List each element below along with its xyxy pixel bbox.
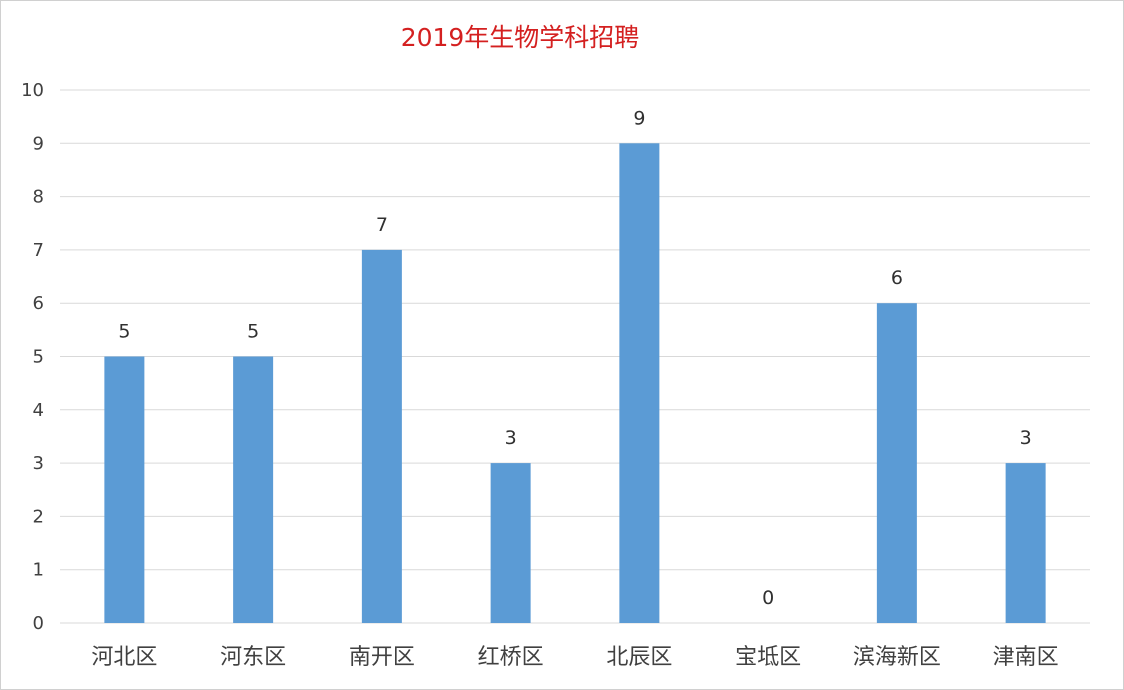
data-label: 3 — [1020, 427, 1032, 449]
x-tick-label: 红桥区 — [478, 645, 544, 670]
y-tick-label: 1 — [33, 560, 44, 581]
x-tick-label: 南开区 — [349, 645, 415, 670]
x-tick-label: 河东区 — [220, 645, 286, 670]
data-label: 3 — [505, 427, 517, 449]
y-tick-label: 3 — [33, 453, 44, 474]
x-tick-label: 北辰区 — [606, 645, 672, 670]
y-tick-label: 4 — [33, 400, 44, 421]
x-tick-label: 滨海新区 — [853, 645, 941, 670]
y-tick-label: 8 — [33, 187, 44, 208]
y-tick-label: 10 — [21, 80, 44, 101]
x-tick-label: 宝坻区 — [735, 645, 801, 670]
data-label: 9 — [633, 107, 645, 129]
y-tick-label: 2 — [33, 506, 44, 527]
bar — [876, 303, 917, 623]
data-label: 7 — [376, 214, 388, 236]
y-tick-label: 5 — [33, 347, 44, 368]
y-tick-label: 0 — [33, 613, 44, 634]
y-tick-label: 7 — [33, 240, 44, 261]
y-tick-label: 6 — [33, 293, 44, 314]
x-tick-label: 津南区 — [993, 645, 1059, 670]
data-label: 5 — [247, 321, 259, 343]
data-label: 5 — [118, 321, 130, 343]
bar — [1005, 463, 1046, 623]
data-label: 6 — [891, 267, 903, 289]
bar — [619, 143, 660, 624]
bar — [361, 249, 402, 623]
bar — [104, 356, 145, 623]
x-tick-label: 河北区 — [91, 645, 157, 670]
data-label: 0 — [762, 587, 774, 609]
bar — [233, 356, 274, 623]
bar — [490, 463, 531, 623]
y-tick-label: 9 — [33, 133, 44, 154]
chart-title: 2019年生物学科招聘 — [400, 23, 640, 52]
